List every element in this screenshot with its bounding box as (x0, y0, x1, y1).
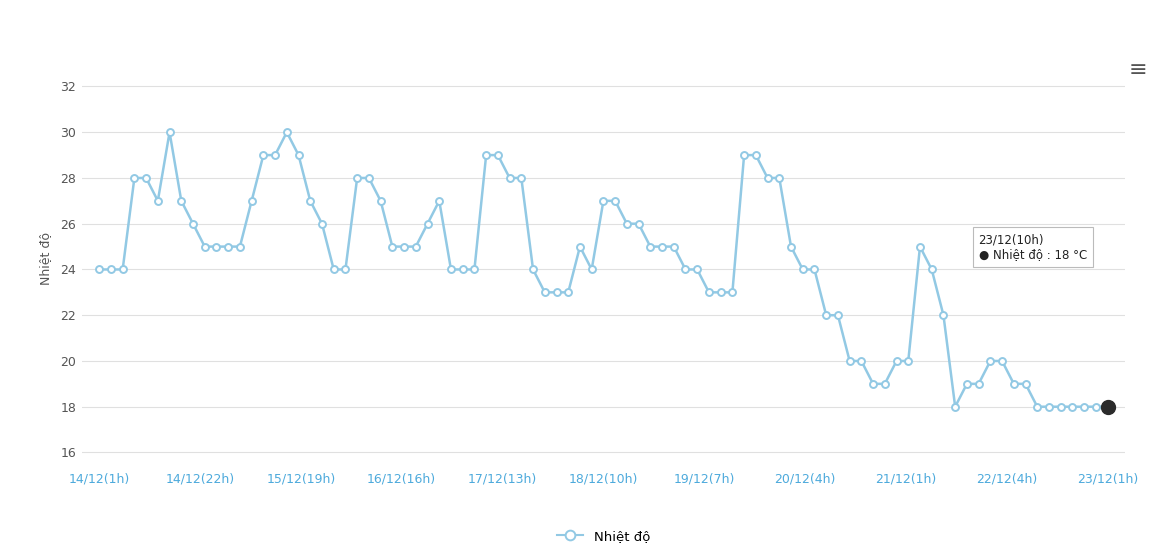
Text: ≡: ≡ (1129, 60, 1147, 80)
Text: BIỂU ĐỒ NHIỆT ĐỘ 10 NGÀY QUA: BIỂU ĐỒ NHIỆT ĐỘ 10 NGÀY QUA (405, 11, 761, 36)
Legend: Nhiệt độ: Nhiệt độ (552, 524, 655, 548)
Y-axis label: Nhiệt độ: Nhiệt độ (38, 232, 51, 284)
Text: 23/12(10h)
● Nhiệt độ : 18 °C: 23/12(10h) ● Nhiệt độ : 18 °C (978, 233, 1087, 261)
